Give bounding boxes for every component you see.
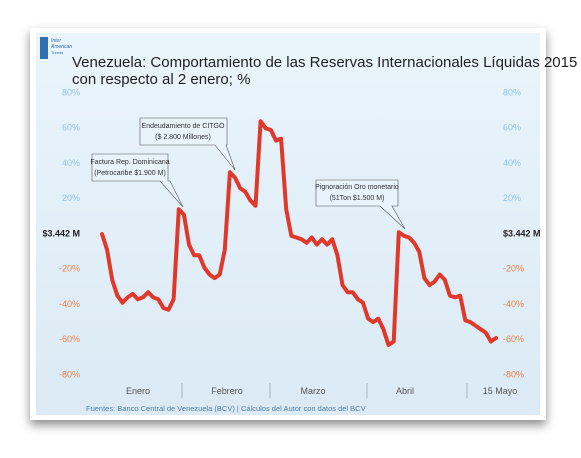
- y-tick-label: 80%: [62, 87, 80, 97]
- annotation: Endeudamiento de CITGO ($ 2.800 Millones…: [139, 117, 236, 171]
- series-line: [100, 119, 498, 347]
- y-tick-label: 60%: [62, 123, 80, 133]
- source-note: Fuentes: Banco Central de Venezuela (BCV…: [86, 404, 366, 413]
- y2-tick-label: -80%: [503, 369, 524, 379]
- annotation: Factura Rep. Dominicana (Petrocaribe $1.…: [90, 153, 184, 208]
- y2-tick-label: $3.442 M: [503, 228, 541, 238]
- logo-text: American: [50, 44, 72, 50]
- x-tick-label: Febrero: [211, 386, 243, 396]
- y-tick-label: -20%: [59, 264, 80, 274]
- logo-text: Trends: [51, 50, 63, 55]
- chart-title: Venezuela: Comportamiento de las Reserva…: [72, 54, 577, 71]
- x-tick-label: Enero: [126, 386, 150, 396]
- annotation: Pignoración Oro monetario (51Ton $1.500 …: [315, 179, 406, 230]
- annotation-text: (51Ton $1.500 M): [330, 195, 385, 202]
- y-tick-label: -40%: [59, 299, 80, 309]
- x-tick-label: Abril: [396, 386, 414, 396]
- chart-subtitle: con respecto al 2 enero; %: [72, 71, 250, 88]
- y2-tick-label: 40%: [503, 158, 521, 168]
- x-tick-label: 15 Mayo: [483, 386, 518, 396]
- annotation-text: (Petrocaribe $1.900 M): [94, 170, 166, 177]
- annotation-text: ($ 2.800 Millones): [155, 134, 211, 141]
- y-tick-label: $3.442 M: [42, 228, 80, 238]
- logo-text: Inter: [51, 38, 61, 44]
- y2-tick-label: -20%: [503, 264, 524, 274]
- plot-area: 80% 80% 60% 60% 40% 40% 20% 20% $3.442 M $3.442 M…: [42, 87, 541, 398]
- annotation-text: Factura Rep. Dominicana: [90, 159, 169, 166]
- y2-tick-label: 60%: [503, 123, 521, 133]
- callout-box: [91, 153, 184, 208]
- y2-tick-label: 20%: [503, 193, 521, 203]
- callout-box: [315, 179, 406, 230]
- annotation-text: Endeudamiento de CITGO: [142, 123, 225, 130]
- x-tick-label: Marzo: [300, 386, 325, 396]
- y2-tick-label: 80%: [503, 87, 521, 97]
- y2-tick-label: -40%: [503, 299, 524, 309]
- y-tick-label: 20%: [62, 193, 80, 203]
- callout-box: [139, 117, 236, 171]
- logo-mark: [40, 37, 48, 59]
- y2-tick-label: -60%: [503, 334, 524, 344]
- y-tick-label: -60%: [59, 334, 80, 344]
- y-tick-label: 40%: [62, 158, 80, 168]
- y-tick-label: -80%: [59, 369, 80, 379]
- annotation-text: Pignoración Oro monetario: [315, 184, 399, 191]
